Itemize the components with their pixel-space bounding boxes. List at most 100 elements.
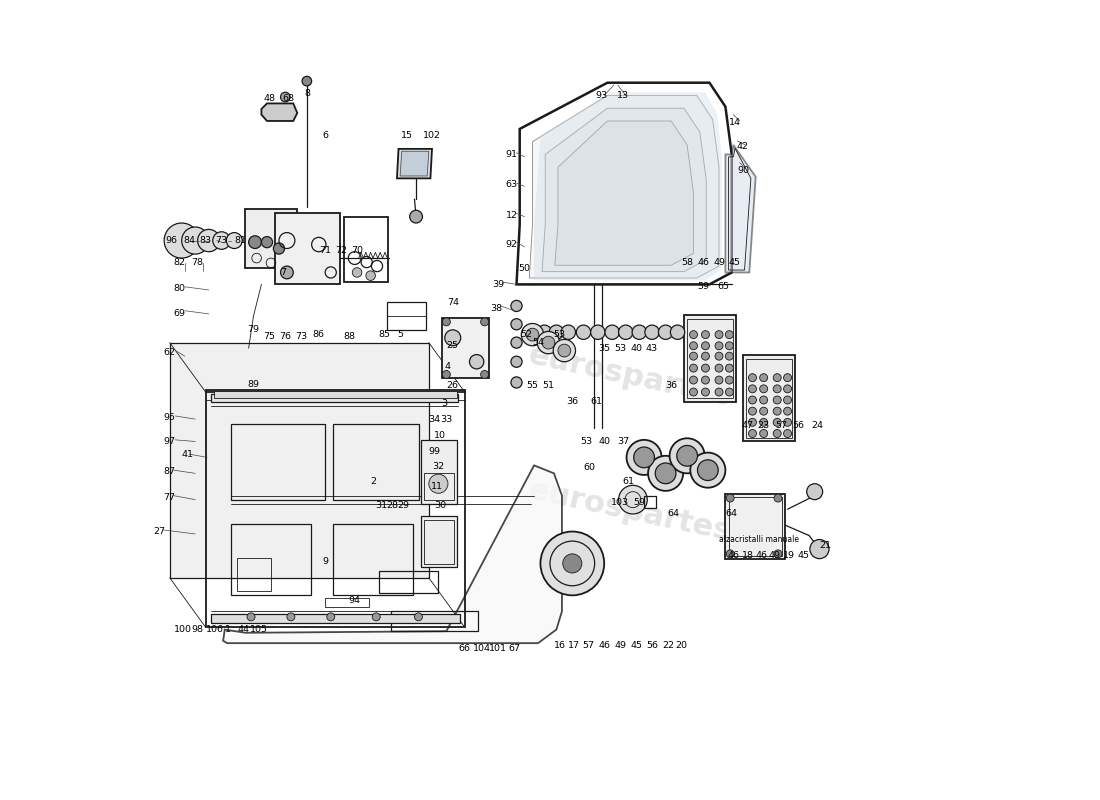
Bar [344,217,388,282]
Text: 5: 5 [397,330,403,339]
Text: 88: 88 [343,332,355,341]
Text: 29: 29 [397,501,409,510]
Text: 2: 2 [370,477,376,486]
Circle shape [227,233,242,249]
Text: 65: 65 [718,282,729,291]
Circle shape [760,396,768,404]
Text: 45: 45 [798,551,810,560]
Circle shape [549,325,563,339]
Text: 38: 38 [490,304,502,313]
Circle shape [470,354,484,369]
Bar [684,315,736,402]
Circle shape [773,430,781,438]
Text: 94: 94 [349,596,361,606]
Text: 23: 23 [758,421,770,430]
Circle shape [563,554,582,573]
Circle shape [783,374,792,382]
Text: 30: 30 [433,501,446,510]
Circle shape [526,325,540,339]
Circle shape [618,486,647,514]
Text: 1: 1 [224,625,231,634]
Circle shape [725,376,734,384]
Circle shape [702,352,710,360]
Text: 96: 96 [165,236,177,245]
Circle shape [783,385,792,393]
Text: 73: 73 [295,332,307,341]
Text: 98: 98 [191,625,204,634]
Circle shape [576,325,591,339]
Circle shape [773,418,781,426]
Bar [424,520,453,564]
Circle shape [249,236,262,249]
Circle shape [760,407,768,415]
Circle shape [702,342,710,350]
Text: 91: 91 [506,150,518,159]
Text: 84: 84 [184,236,196,245]
Text: 11: 11 [431,482,443,490]
Text: 81: 81 [234,236,246,245]
Text: 61: 61 [623,477,634,486]
Circle shape [806,484,823,500]
Text: 53: 53 [553,330,565,339]
Text: 106: 106 [206,625,224,634]
Circle shape [481,318,488,326]
Text: 36: 36 [566,397,579,406]
Circle shape [442,370,450,378]
Circle shape [748,374,757,382]
Text: 32: 32 [432,462,444,471]
Circle shape [442,318,450,326]
Text: eurospartes: eurospartes [526,476,734,547]
Circle shape [561,325,575,339]
Text: 85: 85 [378,330,390,339]
Text: 20: 20 [675,641,688,650]
Circle shape [287,613,295,621]
Text: 7: 7 [279,268,286,277]
Text: 41: 41 [182,450,194,458]
Circle shape [691,453,725,488]
Circle shape [748,430,757,438]
Circle shape [773,374,781,382]
Text: 59: 59 [697,282,710,291]
Text: 8: 8 [305,90,310,98]
Text: 89: 89 [248,379,260,389]
Bar [424,473,453,501]
Text: 60: 60 [584,463,596,472]
Text: 71: 71 [319,246,331,254]
Circle shape [748,407,757,415]
Text: 52: 52 [520,330,532,339]
Bar [742,355,794,442]
Text: 28: 28 [386,501,398,510]
Text: 12: 12 [506,210,518,219]
Text: 46: 46 [756,551,768,560]
Text: 51: 51 [542,381,554,390]
Text: 49: 49 [614,641,626,650]
Circle shape [725,352,734,360]
Text: 45: 45 [630,641,642,650]
Circle shape [690,364,697,372]
Polygon shape [725,145,756,273]
Bar [386,302,427,330]
Bar [238,558,271,591]
Circle shape [352,268,362,278]
Circle shape [372,613,381,621]
Text: 100: 100 [174,625,192,634]
Text: 87: 87 [163,467,175,476]
Circle shape [774,494,782,502]
Text: 62: 62 [163,348,175,357]
Text: 3: 3 [442,398,448,408]
Polygon shape [535,92,723,281]
Text: 34: 34 [428,415,440,425]
Circle shape [656,463,676,484]
Text: 64: 64 [668,509,680,518]
Circle shape [783,430,792,438]
Text: 102: 102 [424,131,441,140]
Text: 37: 37 [617,437,629,446]
Text: 14: 14 [729,118,741,127]
Circle shape [248,613,255,621]
Circle shape [715,352,723,360]
Circle shape [774,550,782,558]
Text: 105: 105 [250,625,268,634]
Text: 72: 72 [336,246,348,254]
Bar [206,390,464,627]
Text: 44: 44 [238,625,249,634]
